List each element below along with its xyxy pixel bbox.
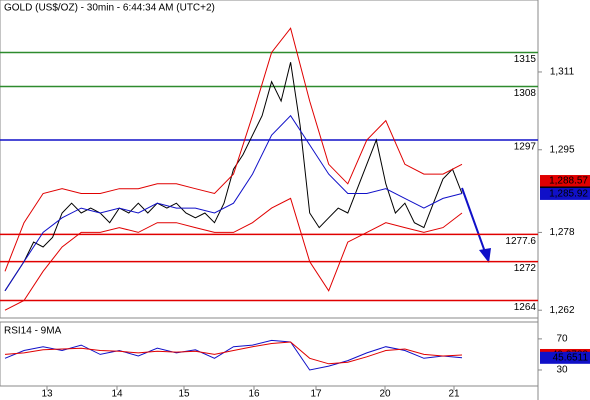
level-label-bg [510, 235, 537, 248]
y-tick-label: 1,295 [549, 144, 574, 155]
series-line [4, 27, 463, 272]
forecast-arrow [461, 187, 486, 253]
series-line [4, 114, 463, 292]
y-tick-label: 1,311 [550, 67, 575, 78]
price-tag [540, 187, 590, 200]
price-tag [540, 175, 590, 188]
price-frame [0, 0, 539, 319]
y-tick-label: 1,278 [549, 227, 574, 238]
price-tag-label: 45.6511 [553, 352, 589, 363]
price-tag [540, 351, 590, 364]
price-tag-label: 1,288.57 [549, 176, 588, 187]
chart-title: GOLD (US$/OZ) - 30min - 6:44:34 AM (UTC+… [4, 3, 215, 14]
series-line [4, 339, 463, 371]
x-tick-label: 15 [178, 389, 190, 400]
x-tick-label: 17 [310, 389, 322, 400]
level-label-bg [510, 53, 537, 66]
level-label: 1308 [514, 88, 537, 99]
level-label-bg [510, 262, 537, 275]
level-label: 1272 [514, 263, 537, 274]
x-tick-label: 20 [379, 389, 391, 400]
arrow-head [479, 248, 491, 263]
level-label: 1297 [514, 142, 537, 153]
y-tick-label: 30 [556, 365, 568, 376]
level-label-bg [510, 141, 537, 154]
rsi-title: RSI14 - 9MA [4, 326, 62, 337]
x-tick-label: 16 [248, 389, 260, 400]
level-label-bg [510, 87, 537, 100]
series-line [4, 62, 463, 292]
series-line [4, 341, 463, 365]
y-tick-label: 1,262 [549, 305, 574, 316]
price-tag-label: 1,285.92 [549, 189, 588, 200]
level-label: 1315 [514, 54, 537, 65]
series-line [4, 197, 463, 311]
rsi-frame [0, 321, 539, 387]
level-label: 1277.6 [505, 236, 536, 247]
level-label: 1264 [514, 302, 537, 313]
x-tick-label: 14 [111, 389, 123, 400]
x-tick-label: 13 [41, 389, 53, 400]
y-tick-label: 70 [556, 334, 568, 345]
x-tick-label: 21 [448, 389, 460, 400]
level-label-bg [510, 301, 537, 314]
